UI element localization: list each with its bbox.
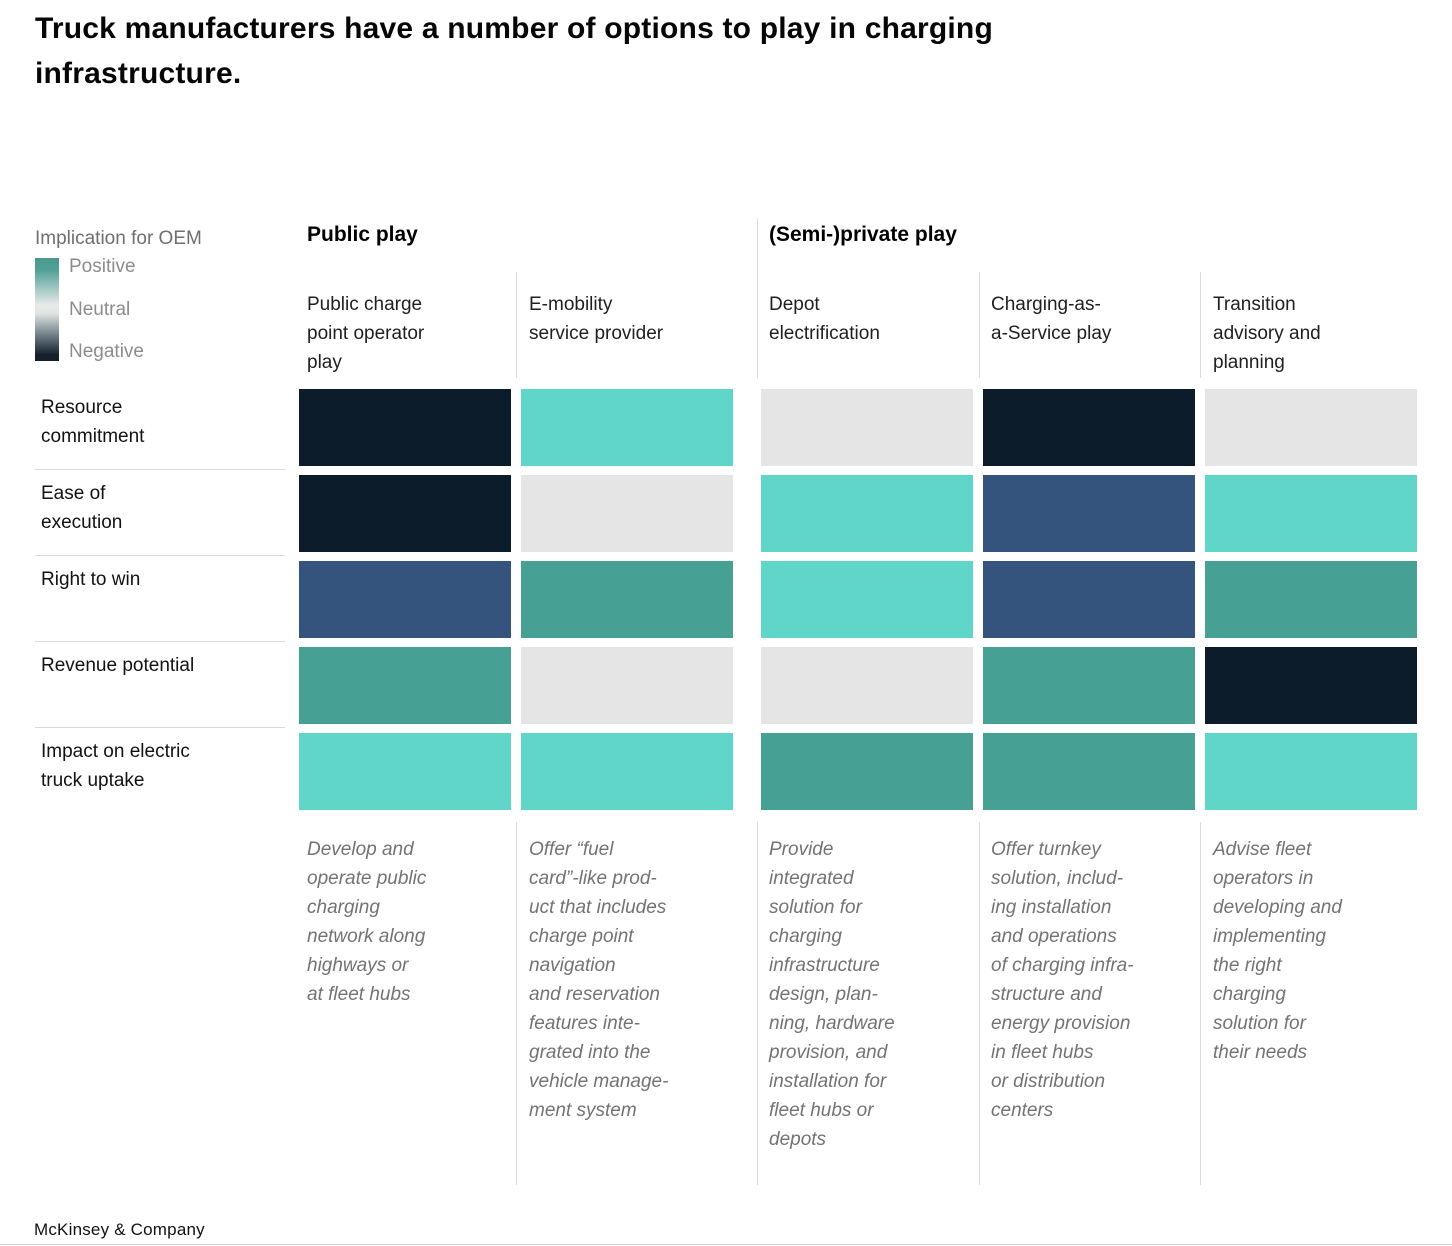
divider-group-bottom — [757, 822, 758, 1185]
legend: Implication for OEM Positive Neutral Neg… — [35, 222, 285, 389]
matrix-cell-very_positive — [299, 733, 511, 810]
divider-group-top — [757, 218, 758, 378]
matrix-cell-somewhat_negative — [983, 475, 1195, 552]
divider-col4-col5-top — [1200, 272, 1201, 378]
exhibit-title: Truck manufacturers have a number of opt… — [35, 12, 993, 90]
column-header: E-mobility service provider — [529, 294, 664, 344]
divider-col1-col2-bottom — [516, 822, 517, 1185]
column-description: Offer turnkey solution, includ- ing inst… — [991, 839, 1134, 1121]
footer-logo: McKinsey & Company — [34, 1220, 205, 1239]
matrix-cell-negative — [299, 389, 511, 466]
matrix-cell-neutral — [521, 647, 733, 724]
row-label: Ease of execution — [35, 475, 285, 556]
matrix-cell-positive — [299, 647, 511, 724]
column-description: Develop and operate public charging netw… — [307, 839, 427, 1005]
row-label: Resource commitment — [35, 389, 285, 470]
divider-col3-col4-top — [979, 272, 980, 378]
divider-col1-col2-top — [516, 272, 517, 378]
row-label: Impact on electric truck uptake — [41, 741, 190, 791]
legend-title: Implication for OEM — [35, 228, 202, 249]
row-label: Right to win — [35, 561, 285, 642]
matrix-grid: Implication for OEM Positive Neutral Neg… — [35, 222, 1417, 1154]
matrix-cell-neutral — [761, 389, 973, 466]
matrix-cell-neutral — [521, 475, 733, 552]
legend-label-negative: Negative — [69, 341, 144, 362]
matrix-cell-very_positive — [521, 389, 733, 466]
matrix-cell-positive — [1205, 561, 1417, 638]
column-header: Public charge point operator play — [307, 294, 425, 373]
matrix-cell-negative — [299, 475, 511, 552]
column-description: Advise fleet operators in developing and… — [1213, 839, 1342, 1063]
matrix-cell-positive — [521, 561, 733, 638]
matrix-cell-positive — [983, 647, 1195, 724]
matrix-cell-neutral — [761, 647, 973, 724]
matrix-cell-very_positive — [761, 561, 973, 638]
group-title-semi-private-play: (Semi-)private play — [769, 223, 957, 246]
matrix-cell-very_positive — [1205, 733, 1417, 810]
row-label: Revenue potential — [35, 647, 285, 728]
divider-col4-col5-bottom — [1200, 822, 1201, 1185]
column-description: Provide integrated solution for charging… — [769, 839, 895, 1150]
divider-col3-col4-bottom — [979, 822, 980, 1185]
bottom-rule — [0, 1244, 1452, 1245]
legend-labels: Positive Neutral Negative — [59, 254, 144, 365]
matrix-cell-somewhat_negative — [983, 561, 1195, 638]
matrix-cell-positive — [761, 733, 973, 810]
column-header: Charging-as- a-Service play — [991, 294, 1112, 344]
legend-gradient-bar — [35, 258, 59, 361]
matrix-cell-neutral — [1205, 389, 1417, 466]
matrix-cell-very_positive — [1205, 475, 1417, 552]
group-title-public-play: Public play — [307, 223, 418, 246]
matrix-cell-very_positive — [521, 733, 733, 810]
matrix-cell-very_positive — [761, 475, 973, 552]
matrix-cell-positive — [983, 733, 1195, 810]
column-description: Offer “fuel card”-like prod- uct that in… — [529, 839, 669, 1121]
legend-label-neutral: Neutral — [69, 298, 131, 320]
column-header: Transition advisory and planning — [1213, 294, 1321, 373]
legend-body: Positive Neutral Negative — [35, 256, 285, 362]
matrix-cell-negative — [1205, 647, 1417, 724]
column-header: Depot electrification — [769, 294, 880, 344]
matrix-cell-somewhat_negative — [299, 561, 511, 638]
matrix-cell-negative — [983, 389, 1195, 466]
legend-label-positive: Positive — [69, 256, 136, 277]
